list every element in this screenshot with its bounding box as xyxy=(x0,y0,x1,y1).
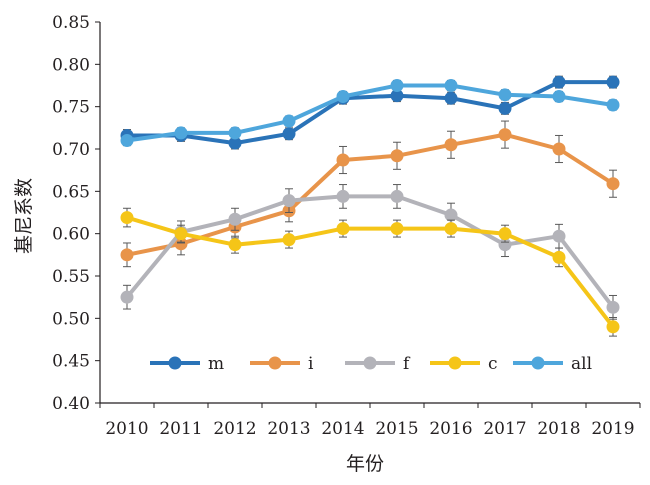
x-tick-label: 2019 xyxy=(591,419,634,439)
data-point-all xyxy=(282,114,296,128)
data-point-m xyxy=(552,75,566,89)
data-point-c xyxy=(282,233,296,247)
series-c xyxy=(120,207,620,337)
data-point-c xyxy=(498,227,512,241)
legend: m i f c all xyxy=(150,354,592,374)
y-tick-label: 0.40 xyxy=(52,394,90,414)
series-i xyxy=(120,120,620,268)
legend-item-c: c xyxy=(430,354,498,374)
data-point-m xyxy=(606,75,620,89)
data-point-c xyxy=(120,211,134,225)
data-point-c xyxy=(174,227,188,241)
data-point-f xyxy=(498,238,512,252)
y-tick-label: 0.50 xyxy=(52,309,90,329)
legend-label: m xyxy=(208,354,224,374)
data-point-i xyxy=(606,177,620,191)
x-tick-label: 2016 xyxy=(429,419,472,439)
data-point-all xyxy=(390,79,404,92)
x-tick-label: 2010 xyxy=(105,419,148,439)
data-point-all xyxy=(174,126,188,140)
y-tick-label: 0.55 xyxy=(52,267,90,287)
x-tick-label: 2017 xyxy=(483,419,526,439)
data-point-f xyxy=(120,290,134,304)
legend-item-f: f xyxy=(345,354,411,374)
data-point-m xyxy=(228,136,242,150)
data-point-i xyxy=(120,248,134,262)
series-all xyxy=(120,79,620,148)
legend-swatch-marker xyxy=(363,356,377,370)
data-point-all xyxy=(552,90,566,104)
y-tick-label: 0.85 xyxy=(52,13,90,33)
y-tick-label: 0.80 xyxy=(52,55,90,75)
data-point-m xyxy=(282,127,296,141)
data-point-i xyxy=(174,237,188,251)
series-line-f xyxy=(125,194,615,309)
data-point-all xyxy=(498,88,512,102)
data-point-i xyxy=(390,149,404,163)
legend-swatch-marker xyxy=(448,356,462,370)
data-point-c xyxy=(390,222,404,236)
series-line-all xyxy=(126,83,614,143)
data-point-m xyxy=(498,101,512,115)
y-tick-label: 0.60 xyxy=(52,225,90,245)
y-tick-label: 0.45 xyxy=(52,352,90,372)
series-line-i xyxy=(126,132,615,257)
data-point-m xyxy=(444,91,458,105)
data-point-all xyxy=(606,98,620,112)
data-point-c xyxy=(552,250,566,264)
y-tick-label: 0.70 xyxy=(52,140,90,160)
data-point-all xyxy=(120,134,134,148)
y-axis-title: 基尼系数 xyxy=(13,178,35,254)
legend-swatch-marker xyxy=(268,356,282,370)
legend-label: f xyxy=(403,354,411,374)
data-point-f xyxy=(606,300,620,314)
series-line-c xyxy=(126,215,615,329)
x-tick-label: 2011 xyxy=(159,419,202,439)
x-tick-label: 2013 xyxy=(267,419,310,439)
y-tick-label: 0.65 xyxy=(52,182,90,202)
x-axis-title: 年份 xyxy=(346,453,384,475)
data-point-i xyxy=(552,142,566,156)
legend-item-i: i xyxy=(250,354,314,374)
data-point-all xyxy=(228,126,242,140)
axes: 0.40 0.45 0.50 0.55 0.60 0.65 0.70 0.75 0.80 0.85… xyxy=(52,13,641,439)
data-point-f xyxy=(444,208,458,222)
data-point-f xyxy=(552,229,566,243)
x-tick-label: 2014 xyxy=(321,419,364,439)
legend-item-all: all xyxy=(513,354,592,374)
data-point-m xyxy=(390,89,404,103)
data-point-all xyxy=(444,79,458,92)
legend-item-m: m xyxy=(150,354,224,374)
legend-label: c xyxy=(488,354,498,374)
x-tick-label: 2018 xyxy=(537,419,580,439)
data-point-i xyxy=(444,138,458,152)
data-point-c xyxy=(606,320,620,334)
data-point-f xyxy=(336,189,350,203)
legend-swatch-marker xyxy=(168,356,182,370)
data-point-i xyxy=(336,153,350,167)
x-tick-label: 2015 xyxy=(375,419,418,439)
data-point-f xyxy=(228,212,242,226)
data-point-f xyxy=(282,194,296,208)
plot-area xyxy=(120,75,620,337)
legend-label: all xyxy=(571,354,592,374)
data-point-f xyxy=(390,189,404,203)
x-tick-label: 2012 xyxy=(213,419,256,439)
data-point-i xyxy=(498,128,512,142)
legend-swatch-marker xyxy=(531,356,545,370)
data-point-c xyxy=(444,222,458,236)
data-point-c xyxy=(336,222,350,236)
legend-label: i xyxy=(308,354,314,374)
data-point-c xyxy=(228,238,242,252)
series-m xyxy=(120,75,620,150)
data-point-all xyxy=(336,90,350,104)
y-tick-label: 0.75 xyxy=(52,98,90,118)
